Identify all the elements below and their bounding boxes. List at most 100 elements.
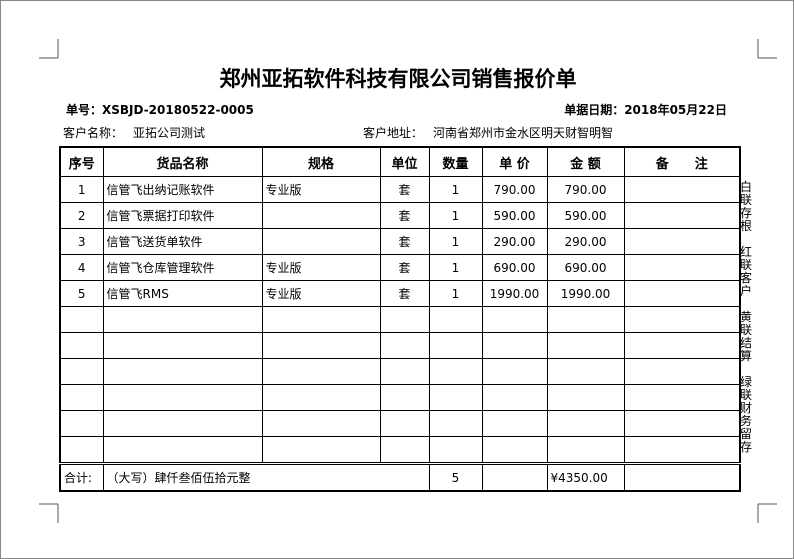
cell: 套 <box>379 254 430 281</box>
cell: 专业版 <box>261 280 381 307</box>
cell <box>546 306 625 333</box>
cell <box>623 176 741 203</box>
cell <box>546 358 625 385</box>
cell: 套 <box>379 176 430 203</box>
side-note: 红联客户 <box>740 245 753 298</box>
cell <box>261 332 381 359</box>
cell <box>428 436 483 464</box>
date: 单据日期：2018年05月22日 <box>564 103 727 117</box>
title: 郑州亚拓软件科技有限公司销售报价单 <box>219 67 577 91</box>
cell <box>481 410 548 437</box>
cell: 690.00 <box>546 254 625 281</box>
cell <box>428 410 483 437</box>
table-row: 4 信管飞仓库管理软件 专业版套 1 690.00 690.00 <box>59 254 741 281</box>
column-header: 单 价 <box>481 146 548 177</box>
customer-address-label: 客户地址： <box>363 126 424 140</box>
cell: 1 <box>428 228 483 255</box>
cell: 590.00 <box>546 202 625 229</box>
cell <box>59 410 104 437</box>
cell: 1 <box>428 254 483 281</box>
cell <box>623 280 741 307</box>
header-row: 序号 货品名称 规格 单位 数量单 价金 额备 注 <box>59 146 741 177</box>
customer-address: 河南省郑州市金水区明天财智明智 <box>433 126 614 140</box>
cell <box>623 254 741 281</box>
table-row: 3 信管飞送货单软件套 1 290.00 290.00 <box>59 228 741 255</box>
column-header: 序号 <box>59 146 104 177</box>
cell <box>546 332 625 359</box>
cell: 5 <box>59 280 104 307</box>
quote-table: 序号 货品名称 规格 单位 数量单 价金 额备 注 1 信管飞出纳记账软件 专业版套 1 790… <box>59 146 741 492</box>
cell <box>379 384 430 411</box>
cell: 信管飞出纳记账软件 <box>102 176 263 203</box>
cell: 1 <box>428 202 483 229</box>
cell: 专业版 <box>261 176 381 203</box>
cell <box>546 436 625 464</box>
cell <box>59 306 104 333</box>
cell <box>379 358 430 385</box>
cell: 290.00 <box>481 228 548 255</box>
cell <box>428 306 483 333</box>
cell <box>546 410 625 437</box>
cell <box>428 384 483 411</box>
order-no: 单号：XSBJD-20180522-0005 <box>66 103 254 117</box>
column-header: 数量 <box>428 146 483 177</box>
table-row <box>59 306 741 333</box>
cell <box>59 358 104 385</box>
cell: 信管飞票据打印软件 <box>102 202 263 229</box>
cell <box>102 410 263 437</box>
cell <box>623 228 741 255</box>
total-amount: ¥4350.00 <box>546 462 625 492</box>
cell <box>428 332 483 359</box>
column-header: 备 注 <box>623 146 741 177</box>
customer-name: 亚拓公司测试 <box>133 126 206 140</box>
side-note: 绿联财务留存 <box>740 375 753 454</box>
cell <box>546 384 625 411</box>
cell <box>379 436 430 464</box>
cell <box>261 384 381 411</box>
table-row: 5 信管飞RMS 专业版套 1 1990.00 1990.00 <box>59 280 741 307</box>
cell: 690.00 <box>481 254 548 281</box>
cell: 1 <box>428 280 483 307</box>
cell: 套 <box>379 202 430 229</box>
cell <box>481 436 548 464</box>
table-row: 2 信管飞票据打印软件套 1 590.00 590.00 <box>59 202 741 229</box>
cell <box>261 436 381 464</box>
cell <box>261 358 381 385</box>
cell: 1 <box>428 176 483 203</box>
table-row <box>59 332 741 359</box>
cell <box>102 436 263 464</box>
cell <box>481 384 548 411</box>
cell <box>379 332 430 359</box>
cell: 信管飞RMS <box>102 280 263 307</box>
cell <box>59 384 104 411</box>
cell <box>428 358 483 385</box>
column-header: 规格 <box>261 146 381 177</box>
cell <box>623 462 741 492</box>
column-header: 单位 <box>379 146 430 177</box>
cell: 1990.00 <box>546 280 625 307</box>
cell: 1990.00 <box>481 280 548 307</box>
cell: 套 <box>379 228 430 255</box>
cell <box>623 410 741 437</box>
cell: 790.00 <box>481 176 548 203</box>
cell <box>59 332 104 359</box>
cell: 4 <box>59 254 104 281</box>
customer-name-label: 客户名称： <box>63 126 124 140</box>
cell: 信管飞送货单软件 <box>102 228 263 255</box>
cell: 专业版 <box>261 254 381 281</box>
total-qty: 5 <box>428 462 483 492</box>
cell <box>261 306 381 333</box>
cell <box>261 202 381 229</box>
table-row: 1 信管飞出纳记账软件 专业版套 1 790.00 790.00 <box>59 176 741 203</box>
cell <box>623 332 741 359</box>
cell <box>59 436 104 464</box>
cell <box>623 358 741 385</box>
cell <box>102 306 263 333</box>
cell <box>261 410 381 437</box>
cell <box>481 358 548 385</box>
cell: 590.00 <box>481 202 548 229</box>
column-header: 货品名称 <box>102 146 263 177</box>
cell: 790.00 <box>546 176 625 203</box>
table-row <box>59 410 741 437</box>
